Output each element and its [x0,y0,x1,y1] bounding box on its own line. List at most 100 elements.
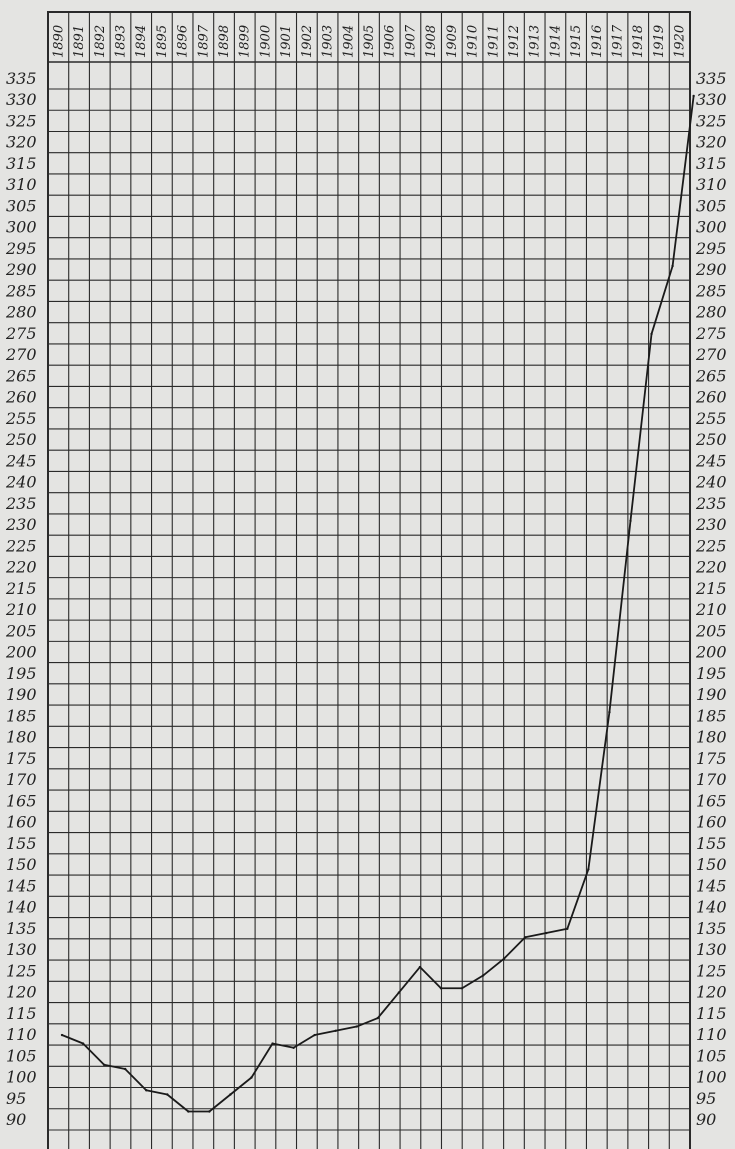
x-tick-label: 1906 [383,25,398,58]
y-tick-label-left: 330 [6,90,37,109]
y-tick-label-right: 205 [695,621,727,640]
y-tick-label-left: 200 [5,643,37,662]
x-tick-label: 1897 [196,24,211,58]
y-tick-label-left: 170 [6,770,37,789]
y-tick-label-right: 260 [695,388,727,407]
x-tick-label: 1902 [300,25,315,58]
y-tick-label-right: 95 [696,1089,716,1108]
x-tick-label: 1919 [652,25,667,58]
data-point [545,931,548,935]
data-point [608,710,611,714]
y-tick-label-left: 155 [6,834,37,853]
data-point [187,1110,190,1113]
y-tick-label-right: 90 [696,1110,716,1129]
y-tick-label-right: 190 [696,685,727,704]
data-point [376,1016,380,1020]
y-tick-label-left: 130 [6,940,37,959]
data-point [60,1033,64,1037]
x-tick-label: 1915 [569,25,584,58]
y-tick-label-right: 220 [695,558,727,577]
y-tick-label-left: 265 [5,366,37,385]
y-tick-label-right: 280 [695,303,727,322]
data-point [229,1093,232,1096]
y-tick-label-left: 145 [6,876,37,895]
x-tick-label: 1912 [507,25,522,58]
data-point [481,974,485,977]
y-tick-label-right: 225 [695,536,727,555]
y-tick-label-right: 100 [696,1068,727,1087]
y-tick-label-right: 200 [695,643,727,662]
y-tick-label-left: 300 [6,218,37,237]
y-tick-label-left: 165 [6,791,37,810]
data-point [102,1063,106,1066]
y-tick-label-right: 320 [696,133,727,152]
y-tick-label-right: 315 [696,154,727,173]
y-tick-label-left: 320 [6,133,37,152]
y-tick-label-left: 110 [6,1025,37,1044]
x-tick-label: 1901 [279,25,294,58]
y-tick-label-right: 150 [696,855,727,874]
y-tick-label-right: 180 [696,728,727,747]
y-tick-label-right: 170 [696,770,727,789]
y-tick-label-right: 120 [696,983,727,1002]
y-tick-label-left: 240 [5,473,37,492]
y-tick-label-right: 330 [696,90,727,109]
y-tick-label-left: 235 [5,494,37,513]
x-tick-label: 1917 [611,24,626,58]
x-tick-label: 1911 [486,25,501,58]
data-point [460,987,464,990]
data-point [566,927,569,930]
y-tick-label-right: 255 [695,409,727,428]
y-tick-label-left: 250 [5,430,37,449]
data-point [271,1042,274,1045]
y-tick-label-right: 240 [695,473,727,492]
y-tick-label-left: 185 [6,706,37,725]
x-tick-label: 1890 [51,25,66,58]
x-tick-label: 1916 [590,25,605,58]
y-tick-label-left: 245 [5,451,37,470]
y-tick-label-left: 125 [6,961,37,980]
data-point [397,991,401,994]
y-tick-label-right: 235 [695,494,727,513]
y-tick-label-left: 315 [6,154,37,173]
y-tick-label-left: 195 [6,664,37,683]
y-tick-label-right: 130 [696,940,727,959]
y-tick-label-right: 295 [695,239,727,258]
x-tick-label: 1918 [631,25,646,58]
y-tick-label-left: 160 [6,813,37,832]
y-tick-labels-right: 335 330 325 320 315 310 305 300 295 290 285 280 275 2… [695,69,727,1129]
x-tick-label: 1900 [258,25,273,58]
y-tick-label-left: 290 [5,260,37,279]
y-tick-label-right: 335 [696,69,727,88]
x-tick-label: 1905 [362,25,377,58]
y-tick-label-right: 175 [696,749,727,768]
x-tick-label: 1909 [445,25,460,58]
x-tick-label: 1913 [528,25,543,58]
data-point [439,987,443,990]
y-tick-label-left: 115 [6,1004,37,1023]
y-tick-label-left: 215 [5,579,37,598]
y-tick-label-left: 270 [5,345,37,364]
y-tick-label-right: 305 [696,196,727,215]
plot-frame [47,11,691,1149]
x-tick-label: 1896 [176,25,191,58]
data-point [671,264,674,268]
y-tick-label-right: 300 [696,218,727,237]
y-tick-label-left: 220 [5,558,37,577]
y-tick-label-right: 160 [696,813,727,832]
data-point [123,1067,127,1071]
data-point [418,965,422,969]
y-tick-label-right: 215 [695,579,727,598]
chart-series [60,94,695,1113]
y-tick-label-left: 105 [6,1046,37,1065]
data-point [145,1089,148,1092]
y-tick-label-right: 115 [696,1004,727,1023]
data-point [250,1076,253,1079]
y-tick-label-left: 120 [6,983,37,1002]
y-tick-label-left: 90 [6,1110,26,1129]
y-tick-label-left: 285 [5,281,37,300]
y-tick-label-left: 95 [6,1089,26,1108]
x-tick-label: 1903 [321,25,336,58]
y-tick-label-right: 140 [696,898,727,917]
y-tick-label-right: 145 [696,876,727,895]
